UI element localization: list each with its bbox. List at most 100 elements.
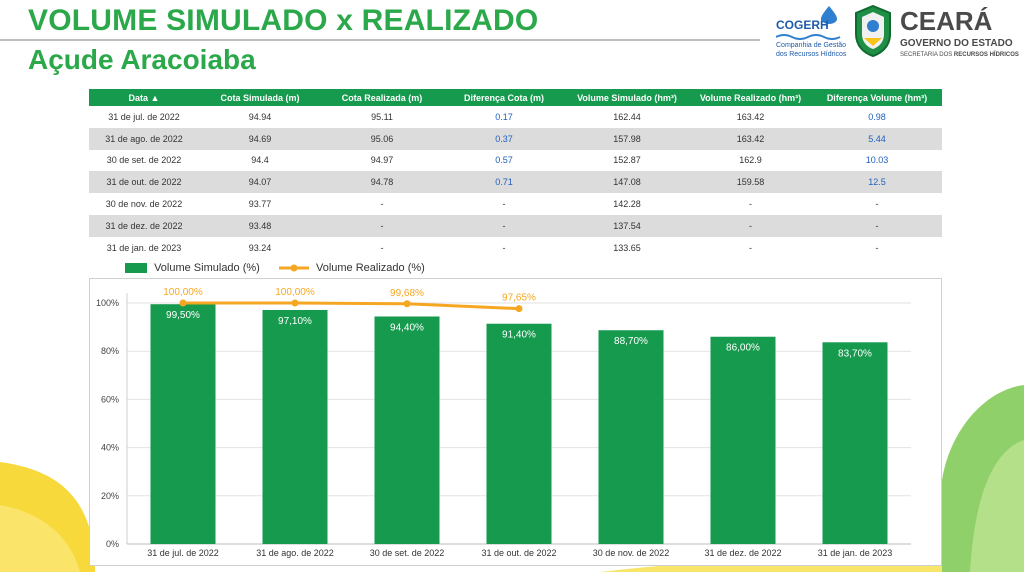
line-data-label: 100,00% [163, 287, 203, 298]
table-cell: 0.98 [868, 111, 886, 122]
table-row: 31 de ago. de 2022 94.69 95.06 0.37 157.… [89, 127, 942, 150]
table-cell: 0.71 [443, 171, 565, 194]
cogerh-wordmark: COGERH [776, 18, 829, 32]
page-subtitle: Açude Aracoiaba [28, 44, 256, 75]
table-cell: 94.07 [199, 171, 321, 194]
table-cell: 95.11 [371, 111, 393, 122]
table-cell: 163.42 [689, 127, 812, 150]
table-cell: 133.65 [613, 242, 641, 253]
table-cell: - [875, 242, 879, 253]
column-header-volume-simulado[interactable]: Volume Simulado (hm³) [565, 89, 689, 106]
table-cell: 162.44 [613, 111, 641, 122]
table-cell: 159.58 [689, 171, 812, 194]
x-tick-label: 30 de nov. de 2022 [593, 548, 669, 558]
legend-line-label: Volume Realizado (%) [315, 262, 425, 275]
table-cell: 0.37 [443, 127, 565, 150]
x-tick-label: 31 de ago. de 2022 [256, 548, 334, 558]
table-header-row: Data ▲ Cota Simulada (m) Cota Realizada … [89, 89, 942, 106]
x-tick-label: 31 de jan. de 2023 [818, 548, 893, 558]
table-cell: - [875, 199, 879, 210]
line-data-label: 100,00% [275, 287, 315, 298]
column-header-cota-simulada[interactable]: Cota Simulada (m) [199, 89, 321, 106]
table-cell: 0.17 [495, 111, 513, 122]
table-row: 31 de dez. de 2022 93.48 - - 137.54 - - [89, 214, 942, 237]
column-header-data[interactable]: Data ▲ [89, 89, 199, 106]
y-tick-label: 100% [96, 298, 119, 308]
table-cell: 137.54 [565, 214, 689, 237]
table-cell: 95.06 [321, 127, 443, 150]
y-tick-label: 40% [101, 443, 119, 453]
table-cell: 94.78 [321, 171, 443, 194]
volume-chart: 0% 20% 40% 60% 80% 100% 99,50% 97,10% 94,40% 91,4… [96, 287, 911, 558]
table-row: 31 de jul. de 2022 94.94 95.11 0.17 162.… [89, 106, 942, 128]
title-divider [0, 39, 760, 41]
x-tick-label: 31 de jul. de 2022 [147, 548, 219, 558]
bar [262, 309, 328, 544]
table-row: 31 de out. de 2022 94.07 94.78 0.71 147.… [89, 171, 942, 194]
legend-line-swatch [278, 264, 309, 272]
secretaria-bold: RECURSOS HÍDRICOS [953, 52, 1019, 58]
bar-data-label: 83,70% [838, 348, 872, 359]
column-header-diferenca-volume[interactable]: Diferença Volume (hm³) [812, 89, 942, 106]
bar [822, 342, 888, 544]
y-tick-label: 20% [101, 491, 119, 501]
y-tick-label: 80% [101, 346, 119, 356]
table-cell: 162.9 [739, 155, 762, 166]
bar-data-label: 94,40% [390, 322, 424, 333]
ceara-wordmark: CEARÁ [900, 6, 993, 36]
table-cell: 10.03 [865, 155, 889, 166]
line-point [291, 299, 299, 307]
table-cell: 31 de out. de 2022 [89, 171, 199, 194]
line-data-label: 99,68% [390, 288, 424, 299]
table-cell: - [502, 242, 506, 253]
table-cell: - [749, 199, 752, 210]
table-cell: 94.97 [370, 155, 394, 166]
bar [374, 316, 440, 544]
table-cell: - [443, 214, 565, 237]
table-cell: 157.98 [565, 127, 689, 150]
table-cell: 93.48 [199, 214, 321, 237]
table-cell: 152.87 [613, 155, 641, 166]
table-cell: 94.94 [248, 111, 272, 122]
chart-legend: Volume Simulado (%) Volume Realizado (%) [125, 262, 425, 274]
table-cell: 93.77 [248, 199, 272, 210]
table-cell: 142.28 [613, 199, 641, 210]
table-cell: 30 de nov. de 2022 [105, 199, 183, 210]
column-header-cota-realizada[interactable]: Cota Realizada (m) [321, 89, 443, 106]
table-cell: - [812, 214, 942, 237]
table-cell: - [380, 199, 384, 210]
table-cell: 5.44 [812, 127, 942, 150]
bar [486, 323, 552, 544]
table-cell: - [749, 242, 752, 253]
line-series [183, 301, 520, 311]
bar-data-label: 91,40% [502, 330, 536, 341]
table-cell: 94.69 [199, 127, 321, 150]
bar-data-label: 99,50% [166, 310, 200, 321]
table-cell: - [321, 214, 443, 237]
x-tick-label: 31 de out. de 2022 [481, 548, 556, 558]
state-crest-icon [855, 4, 891, 58]
table-cell: 31 de jan. de 2023 [106, 242, 182, 253]
table-cell: 93.24 [248, 242, 272, 253]
table-cell: 94.4 [251, 155, 269, 166]
table-row: 31 de jan. de 2023 93.24 - - 133.65 - - [89, 237, 942, 259]
table-cell: 31 de ago. de 2022 [89, 127, 199, 150]
cogerh-line2: dos Recursos Hídricos [776, 51, 847, 58]
line-data-label: 97,65% [502, 293, 536, 304]
table-cell: - [689, 214, 812, 237]
line-point [403, 300, 411, 308]
table-cell: 31 de jul. de 2022 [108, 111, 180, 122]
table-cell: 147.08 [565, 171, 689, 194]
cogerh-line1: Companhia de Gestão [776, 42, 847, 49]
bar [710, 336, 776, 544]
table-cell: 0.57 [495, 155, 513, 166]
column-header-volume-realizado[interactable]: Volume Realizado (hm³) [689, 89, 812, 106]
column-header-diferenca-cota[interactable]: Diferença Cota (m) [443, 89, 565, 106]
y-tick-label: 60% [101, 394, 119, 404]
table-cell: - [502, 199, 506, 210]
legend-bar-label: Volume Simulado (%) [154, 262, 260, 275]
bar-data-label: 97,10% [278, 316, 312, 327]
table-cell: 31 de dez. de 2022 [89, 214, 199, 237]
secretaria-prefix: SECRETARIA DOS [900, 52, 954, 58]
table-row: 30 de set. de 2022 94.4 94.97 0.57 152.8… [89, 150, 942, 172]
